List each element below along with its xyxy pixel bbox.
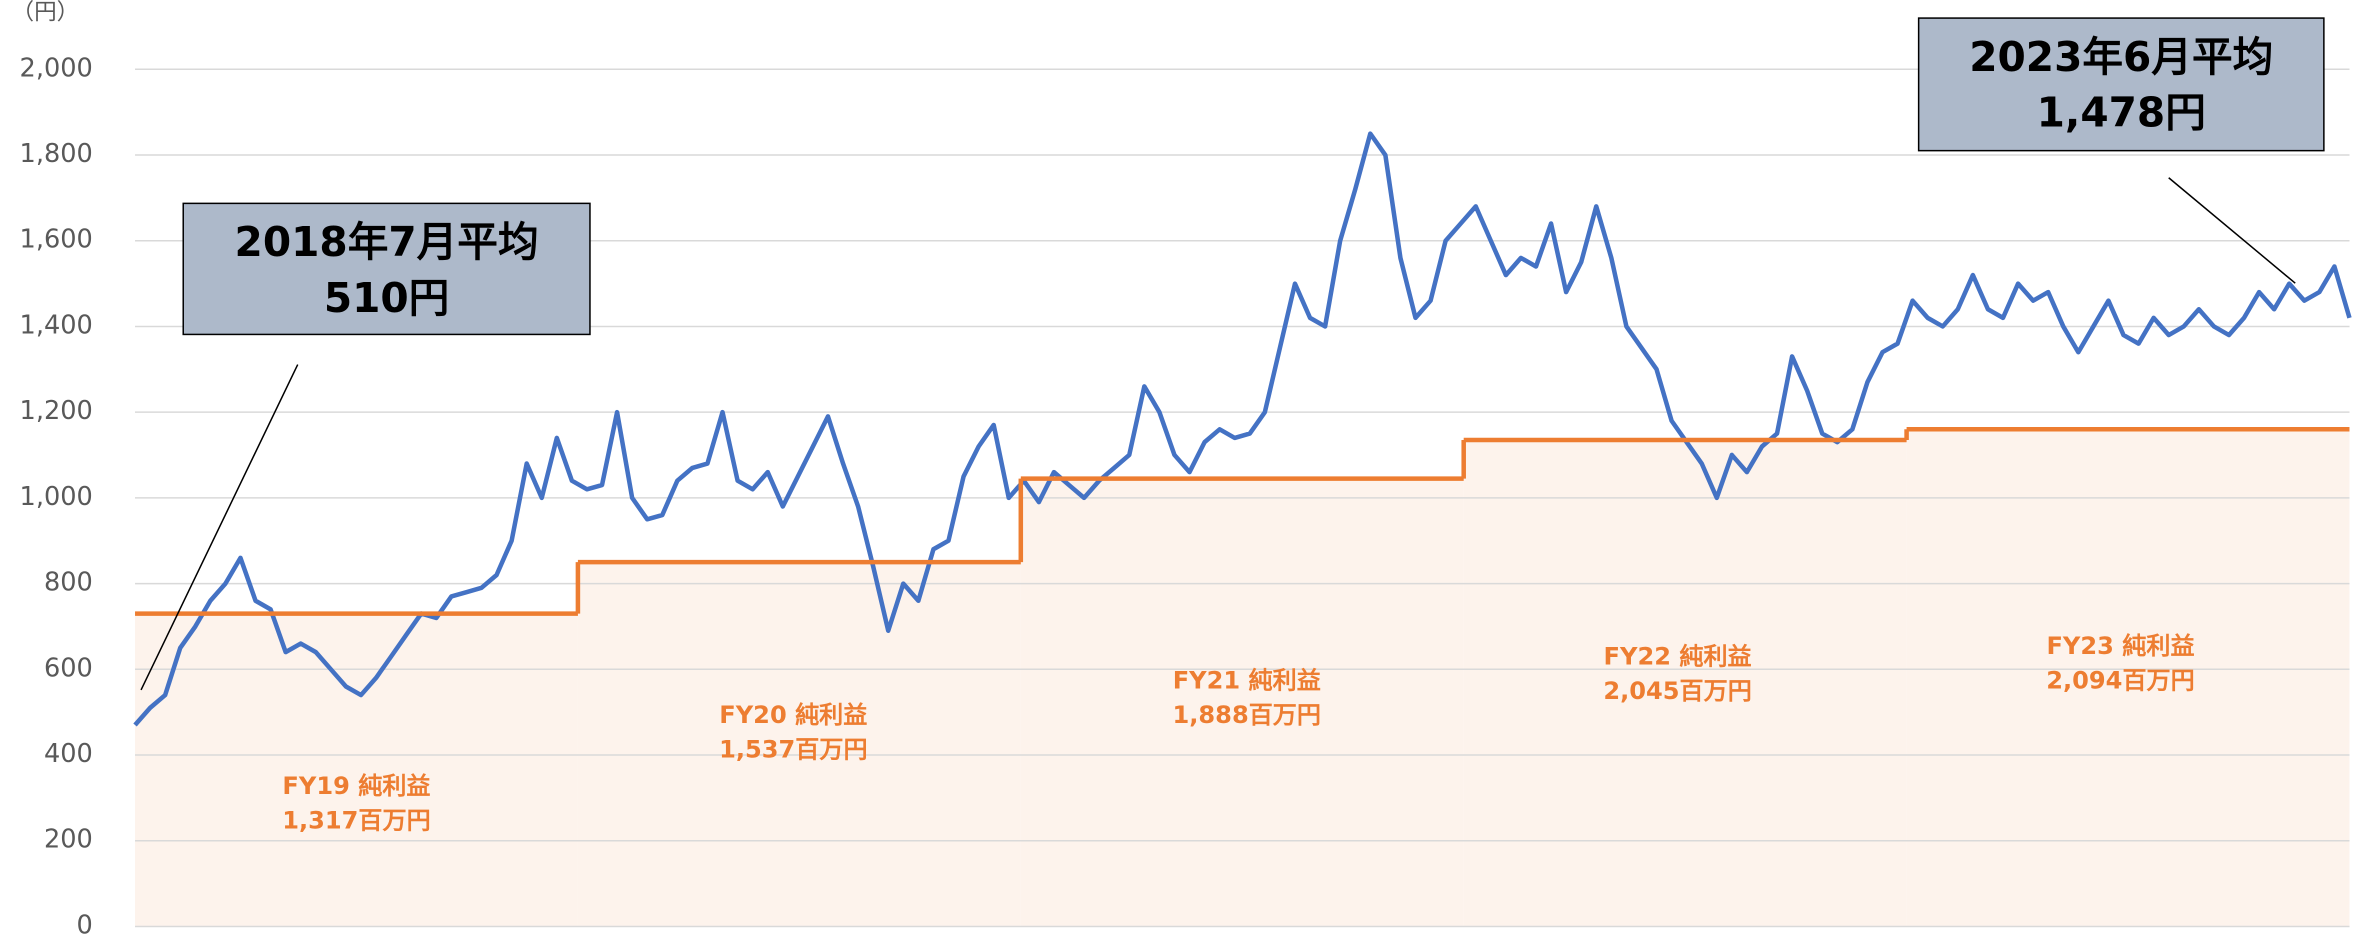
step-area — [135, 613, 578, 927]
profit-label: FY23 純利益 — [2046, 632, 2194, 660]
y-tick-label: 1,200 — [20, 396, 93, 426]
step-connector — [575, 429, 1909, 614]
profit-label: FY21 純利益 — [1173, 666, 1321, 694]
y-tick-label: 800 — [44, 568, 93, 598]
leader-line — [2168, 177, 2296, 284]
step-area — [577, 562, 1021, 927]
y-tick-label: 1,600 — [20, 225, 93, 255]
profit-value: 1,888百万円 — [1173, 701, 1322, 729]
profit-value: 2,094百万円 — [2046, 666, 2195, 694]
profit-value: 1,537百万円 — [719, 736, 868, 764]
profit-label: FY19 純利益 — [282, 772, 430, 800]
y-tick-label: 600 — [44, 653, 93, 683]
y-tick-label: 2,000 — [20, 53, 93, 83]
price-line — [133, 131, 2352, 727]
y-unit: （円） — [11, 0, 79, 26]
profit-label: FY22 純利益 — [1604, 642, 1752, 670]
profit-label: FY20 純利益 — [719, 701, 867, 729]
step-area — [1463, 440, 1907, 927]
y-tick-label: 1,400 — [20, 310, 93, 340]
profit-value: 1,317百万円 — [282, 807, 431, 835]
y-tick-label: 1,000 — [20, 482, 93, 512]
callout-title: 2018年7月平均 — [235, 218, 539, 266]
callout-box — [1917, 17, 2325, 152]
step-area — [1020, 478, 1464, 927]
callout-value: 510円 — [324, 274, 450, 322]
callout-value: 1,478円 — [2037, 89, 2206, 137]
y-tick-label: 1,800 — [20, 139, 93, 169]
profit-value: 2,045百万円 — [1603, 677, 1752, 705]
y-tick-label: 400 — [44, 739, 93, 769]
step-area — [1906, 429, 2350, 927]
callout-title: 2023年6月平均 — [1969, 33, 2273, 81]
leader-line — [140, 364, 299, 691]
y-tick-label: 200 — [44, 825, 93, 855]
callout-box — [182, 202, 591, 336]
y-tick-label: 0 — [77, 910, 93, 937]
